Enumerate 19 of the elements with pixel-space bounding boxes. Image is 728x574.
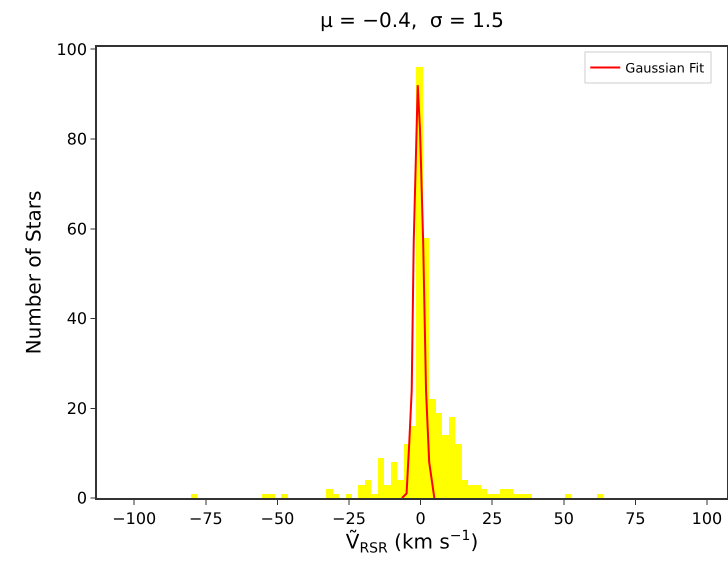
x-tick-label: −50 <box>260 508 294 528</box>
x-tick-label: 75 <box>625 508 646 528</box>
x-tick-label: 50 <box>554 508 574 528</box>
x-tick-label: 0 <box>415 508 426 528</box>
y-tick-label: 80 <box>66 130 88 149</box>
chart-title: μ = −0.4, σ = 1.5 <box>320 8 504 32</box>
y-tick-label: 20 <box>66 398 88 418</box>
x-tick-label: 100 <box>692 508 722 528</box>
y-tick-label: 40 <box>66 309 88 328</box>
y-tick-label: 100 <box>56 40 88 59</box>
x-tick-label: −25 <box>332 508 366 528</box>
x-tick-label: −100 <box>112 508 156 528</box>
legend-label: Gaussian Fit <box>625 62 704 77</box>
x-tick-label: −75 <box>188 508 223 528</box>
x-tick-label: 25 <box>482 508 502 528</box>
y-tick-label: 60 <box>66 219 88 238</box>
x-axis-title: Ṽ$_{RSR}$ (km s$^{−1}$) <box>346 528 478 557</box>
y-tick-label: 0 <box>76 488 88 508</box>
y-axis-title: Number of Stars <box>22 190 46 354</box>
